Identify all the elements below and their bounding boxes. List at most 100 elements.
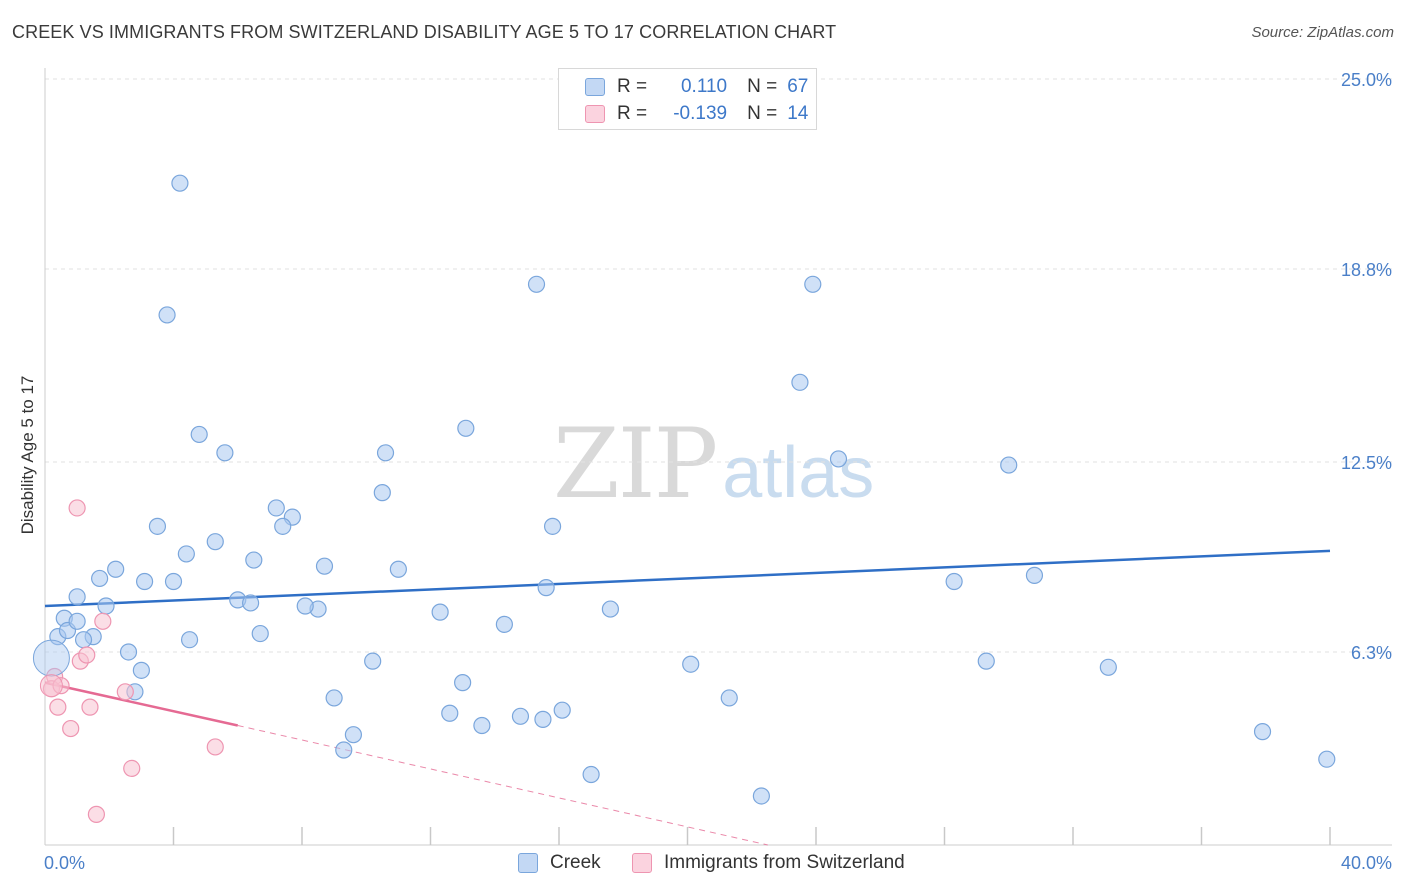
- legend-r-value: 0.110: [680, 76, 728, 97]
- gridlines: [45, 78, 1392, 653]
- switzerland-point: [94, 612, 112, 630]
- creek-point: [274, 517, 292, 535]
- creek-point: [296, 597, 314, 615]
- switzerland-point: [206, 738, 224, 756]
- creek-trend-line: [44, 549, 1331, 608]
- trend-lines: [44, 549, 1331, 846]
- legend-row-switzerland: R = -0.139 N = 14: [559, 102, 808, 126]
- creek-point: [682, 655, 700, 673]
- legend-n-value: 14: [787, 103, 809, 124]
- creek-point: [1025, 566, 1044, 584]
- creek-point: [68, 588, 86, 606]
- data-points: [32, 174, 1336, 823]
- creek-point: [107, 560, 125, 578]
- watermark-zip: ZIP: [553, 408, 718, 520]
- creek-point: [135, 572, 154, 591]
- axes: [44, 68, 1392, 846]
- creek-point: [68, 612, 86, 630]
- creek-point: [344, 726, 362, 744]
- creek-point: [804, 275, 822, 293]
- creek-point: [364, 652, 382, 670]
- switzerland-point: [78, 646, 96, 664]
- creek-point: [267, 499, 285, 517]
- series-legend: Creek Immigrants from Switzerland: [0, 852, 1406, 878]
- creek-point: [91, 569, 109, 588]
- switzerland-point: [81, 698, 99, 716]
- creek-point: [158, 306, 176, 324]
- legend-row-creek: R = 0.110 N = 67: [559, 75, 808, 99]
- creek-point: [335, 741, 353, 759]
- creek-point: [376, 444, 395, 462]
- x-tick-label: 40.0%: [1341, 853, 1392, 873]
- switzerland-point: [62, 719, 80, 738]
- creek-point: [431, 603, 449, 621]
- legend-r-key: R =: [617, 76, 648, 97]
- switzerland-point: [49, 698, 67, 716]
- x-tick-label: 0.0%: [44, 853, 85, 873]
- legend-swatch-creek: [518, 853, 538, 873]
- legend-n-key: N =: [747, 103, 778, 124]
- creek-point: [720, 689, 738, 707]
- creek-point: [74, 631, 93, 649]
- creek-point: [527, 275, 546, 293]
- creek-point: [177, 545, 195, 563]
- creek-point: [206, 533, 224, 551]
- creek-point: [537, 579, 555, 597]
- creek-point: [473, 716, 491, 735]
- creek-point: [315, 557, 334, 575]
- creek-point: [242, 594, 260, 612]
- creek-point: [441, 704, 459, 722]
- creek-point: [752, 787, 770, 805]
- creek-point: [251, 624, 269, 643]
- switzerland-trend-line: [44, 681, 239, 727]
- legend-r-key: R =: [617, 103, 648, 124]
- legend-item-creek: Creek: [518, 852, 601, 874]
- legend-n-key: N =: [747, 76, 778, 97]
- legend-label-switzerland: Immigrants from Switzerland: [664, 852, 905, 873]
- creek-point: [1000, 456, 1018, 474]
- stats-legend: R = 0.110 N = 67 R = -0.139 N = 14: [558, 68, 817, 130]
- switzerland-trend-extension: [237, 725, 768, 846]
- creek-point: [389, 560, 407, 578]
- y-tick-label: 6.3%: [1351, 643, 1392, 663]
- chart-title: CREEK VS IMMIGRANTS FROM SWITZERLAND DIS…: [12, 22, 837, 42]
- legend-swatch-switzerland: [632, 853, 652, 873]
- creek-point: [511, 707, 530, 725]
- legend-r-value: -0.139: [673, 103, 728, 124]
- creek-point: [457, 419, 475, 437]
- creek-point: [180, 631, 199, 649]
- creek-point: [454, 674, 472, 692]
- creek-point: [32, 639, 70, 677]
- creek-point: [945, 572, 963, 591]
- creek-point: [171, 174, 189, 192]
- creek-point: [190, 425, 208, 444]
- source-credit: Source: ZipAtlas.com: [1251, 24, 1394, 41]
- creek-point: [582, 765, 600, 784]
- switzerland-point: [39, 674, 63, 698]
- legend-n-value: 67: [787, 76, 809, 97]
- creek-point: [216, 444, 234, 462]
- switzerland-point: [87, 805, 106, 823]
- creek-point: [791, 373, 809, 391]
- y-tick-label: 25.0%: [1341, 70, 1392, 90]
- creek-point: [495, 615, 513, 633]
- creek-point: [601, 600, 620, 618]
- watermark-atlas: atlas: [722, 433, 875, 513]
- creek-point: [977, 652, 995, 670]
- tick-labels: 6.3% 12.5% 18.8% 25.0% 0.0% 40.0%: [44, 70, 1392, 873]
- creek-point: [1253, 723, 1272, 741]
- y-tick-label: 12.5%: [1341, 453, 1392, 473]
- creek-point: [1318, 750, 1336, 768]
- watermark: ZIPatlas: [553, 408, 874, 520]
- creek-point: [543, 517, 562, 535]
- legend-swatch-switzerland: [585, 105, 605, 123]
- legend-label-creek: Creek: [550, 852, 601, 873]
- creek-point: [534, 710, 552, 728]
- y-tick-label: 18.8%: [1341, 260, 1392, 280]
- legend-item-switzerland: Immigrants from Switzerland: [632, 852, 905, 874]
- creek-point: [829, 450, 848, 468]
- creek-point: [373, 484, 391, 502]
- legend-swatch-creek: [585, 78, 605, 96]
- switzerland-point: [68, 499, 86, 517]
